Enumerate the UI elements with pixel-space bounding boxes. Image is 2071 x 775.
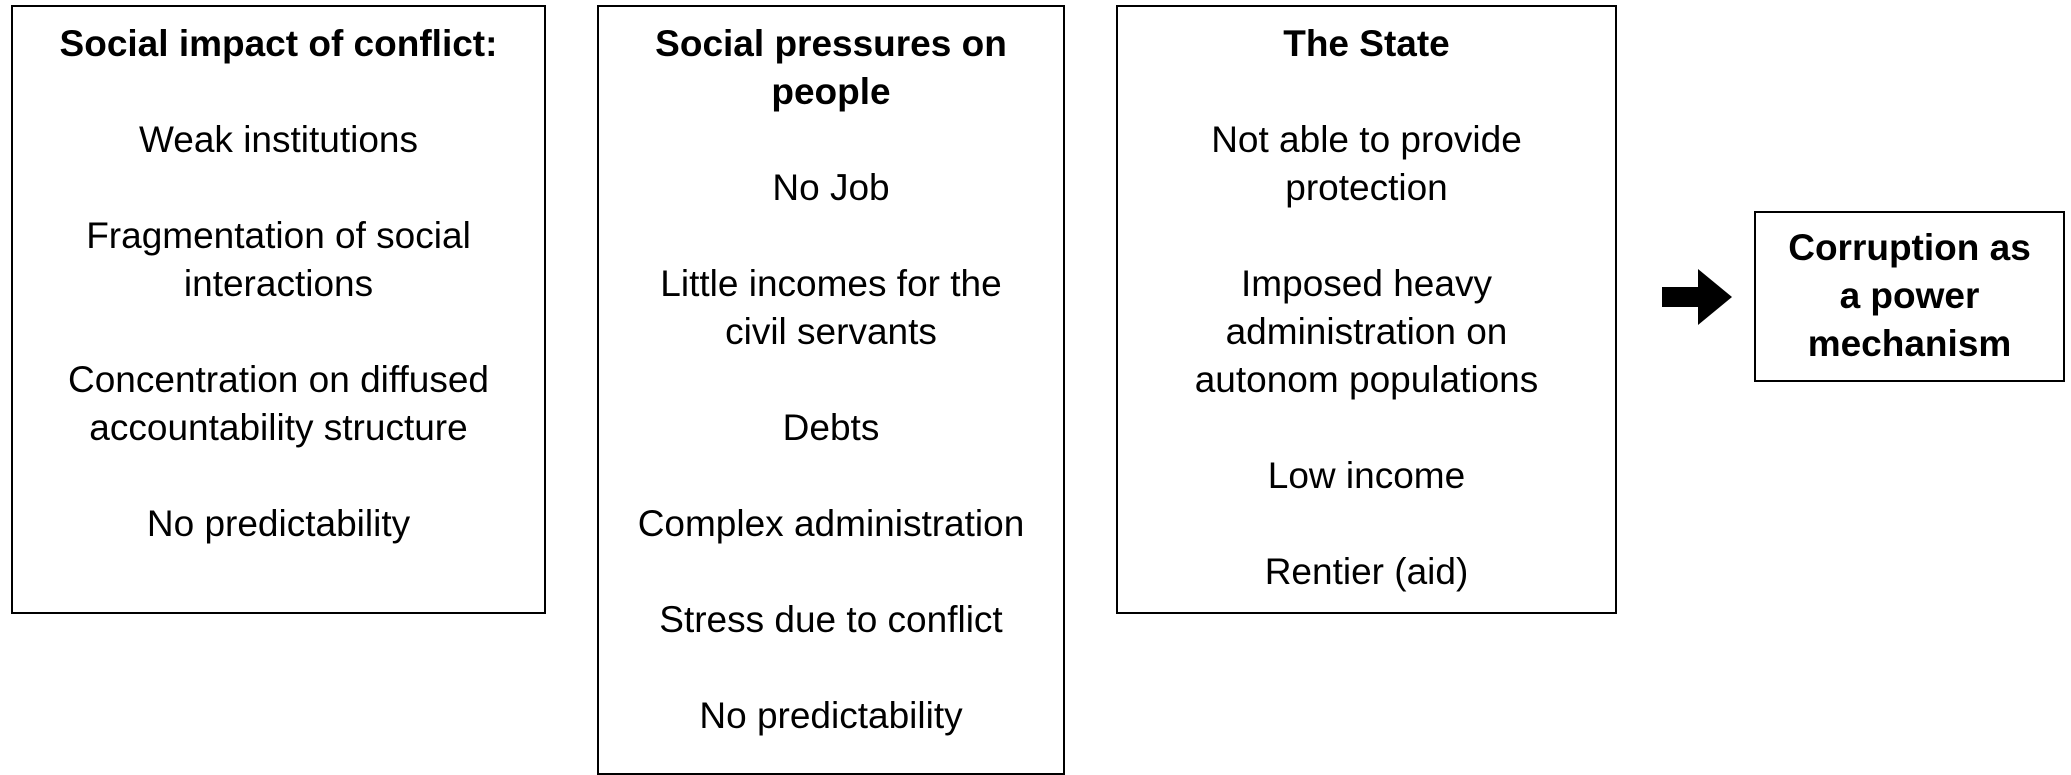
column-item: Little incomes for the civil servants <box>599 260 1063 356</box>
title-line: people <box>771 71 891 112</box>
column-item: Imposed heavy administration on autonom po… <box>1118 260 1615 404</box>
result-line: Corruption as <box>1788 227 2031 268</box>
column-item: No predictability <box>599 692 1063 740</box>
title-line: Social impact of conflict: <box>59 23 498 64</box>
column-title: The State <box>1118 20 1615 68</box>
item-line: Fragmentation of social <box>86 215 471 256</box>
item-line: Little incomes for the <box>660 263 1002 304</box>
column-item: Stress due to conflict <box>599 596 1063 644</box>
column-item: Debts <box>599 404 1063 452</box>
item-line: Rentier (aid) <box>1264 551 1469 592</box>
title-line: Social pressures on <box>655 23 1007 64</box>
column-item: Complex administration <box>599 500 1063 548</box>
arrow <box>1662 269 1732 325</box>
item-line: administration on <box>1225 311 1508 352</box>
item-line: Stress due to conflict <box>659 599 1003 640</box>
column-item: Rentier (aid) <box>1118 548 1615 596</box>
item-line: Weak institutions <box>139 119 418 160</box>
column-item: Fragmentation of social interactions <box>13 212 544 308</box>
item-line: No predictability <box>146 503 411 544</box>
column-box: The State Not able to provide protection Im… <box>1116 5 1617 614</box>
column-item: Not able to provide protection <box>1118 116 1615 212</box>
item-line: Complex administration <box>637 503 1025 544</box>
item-line: civil servants <box>725 311 937 352</box>
column-item: Concentration on diffused accountability … <box>13 356 544 452</box>
title-line: The State <box>1283 23 1450 64</box>
column-item: Low income <box>1118 452 1615 500</box>
arrow-shape <box>1662 269 1732 325</box>
item-line: Low income <box>1267 455 1466 496</box>
item-line: Concentration on diffused <box>67 359 489 400</box>
item-line: Debts <box>782 407 880 448</box>
item-line: accountability structure <box>89 407 468 448</box>
result-line: a power <box>1839 275 1980 316</box>
item-line: Imposed heavy <box>1241 263 1492 304</box>
column-item: No Job <box>599 164 1063 212</box>
column-box: Social pressures on people No Job Little in… <box>597 5 1065 775</box>
item-line: autonom populations <box>1194 359 1539 400</box>
item-line: No predictability <box>699 695 963 736</box>
item-line: protection <box>1285 167 1448 208</box>
item-line: Not able to provide <box>1211 119 1522 160</box>
column-item: Weak institutions <box>13 116 544 164</box>
column-title: Social impact of conflict: <box>13 20 544 68</box>
column-title: Social pressures on people <box>599 20 1063 116</box>
column-box: Social impact of conflict: Weak instituti… <box>11 5 546 614</box>
item-line: No Job <box>772 167 890 208</box>
result-box: Corruption as a power mechanism <box>1754 211 2065 382</box>
item-line: interactions <box>183 263 374 304</box>
result-line: mechanism <box>1807 323 2012 364</box>
diagram: Social impact of conflict: Weak instituti… <box>11 5 2065 775</box>
column-item: No predictability <box>13 500 544 548</box>
